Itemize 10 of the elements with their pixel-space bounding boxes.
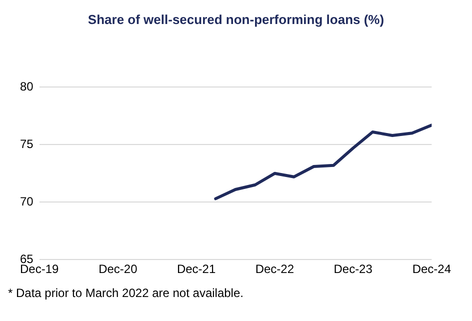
y-tick-label: 75 [20,136,34,151]
y-tick-label: 80 [20,80,34,94]
x-tick-label: Dec-24 [412,262,452,276]
y-tick-label: 70 [20,194,34,208]
x-tick-label: Dec-21 [176,262,216,276]
chart-title: Share of well-secured non-performing loans (%) [86,12,386,27]
x-tick-label: Dec-20 [98,262,138,276]
x-tick-label: Dec-23 [334,262,373,276]
text: * Data prior to March 2022 are not available. [8,286,244,300]
x-tick-label: Dec-22 [255,262,294,276]
